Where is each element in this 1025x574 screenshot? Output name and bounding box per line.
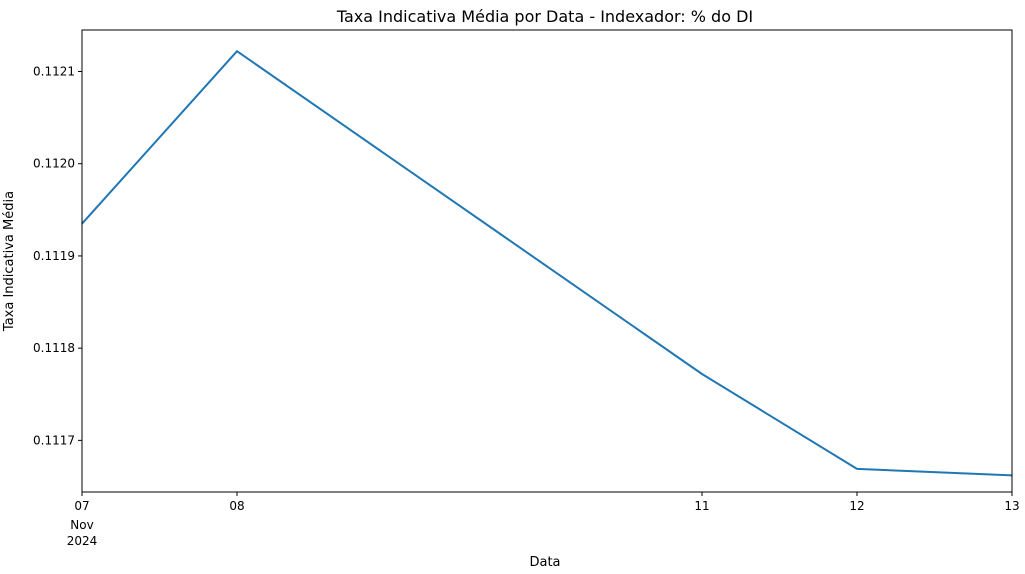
- chart-title: Taxa Indicativa Média por Data - Indexad…: [336, 7, 753, 26]
- y-tick-label: 0.1119: [33, 249, 75, 263]
- y-tick-label: 0.1117: [33, 433, 75, 447]
- y-axis-ticks: 0.1117 0.1118 0.1119 0.1120 0.1121: [33, 64, 82, 447]
- x-tick-label: 07: [74, 499, 89, 513]
- x-tick-label: 12: [849, 499, 864, 513]
- series-line: [81, 50, 1013, 477]
- x-axis-label: Data: [529, 555, 560, 570]
- x-axis-ticks: 07 08 11 12 13 Nov 2024: [67, 492, 1020, 548]
- y-tick-label: 0.1120: [33, 157, 75, 171]
- x-tick-sublabel: 2024: [67, 534, 98, 548]
- axes-frame: [81, 29, 1013, 493]
- y-axis-label: Taxa Indicativa Média: [2, 191, 17, 332]
- x-tick-sublabel: Nov: [70, 518, 93, 532]
- y-tick-label: 0.1118: [33, 341, 75, 355]
- x-tick-label: 11: [694, 499, 709, 513]
- x-tick-label: 13: [1004, 499, 1019, 513]
- plot-area: 0.1117 0.1118 0.1119 0.1120 0.1121 07 08 11 12 1…: [33, 29, 1020, 548]
- x-tick-label: 08: [229, 499, 244, 513]
- y-tick-label: 0.1121: [33, 64, 75, 78]
